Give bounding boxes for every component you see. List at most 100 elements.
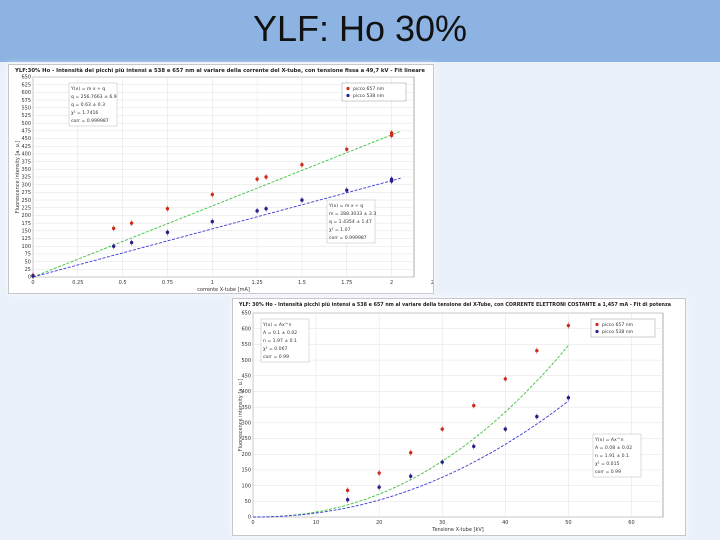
- y-tick-label: 150: [241, 468, 251, 474]
- x-tick-label: 60: [628, 520, 634, 526]
- fit-param-text: corr = 0.999987: [329, 235, 367, 241]
- fit-param-text: χ² = 1.07: [329, 227, 351, 233]
- fit-param-text: corr = 0.999987: [71, 118, 109, 124]
- data-point: [345, 488, 350, 493]
- x-tick-label: 0: [251, 520, 254, 526]
- data-point: [440, 460, 444, 464]
- data-point: [111, 244, 116, 248]
- y-tick-label: 175: [21, 221, 31, 227]
- y-tick-label: 600: [21, 90, 31, 96]
- data-point: [503, 377, 508, 381]
- chart-title: YLF:30% Ho - Intensità dei picchi più in…: [14, 67, 425, 74]
- y-tick-label: 625: [21, 82, 31, 88]
- y-tick-label: 50: [245, 499, 251, 505]
- data-point: [440, 427, 444, 431]
- data-point: [300, 198, 304, 202]
- y-tick-label: 100: [241, 483, 251, 489]
- y-tick-label: 0: [248, 515, 251, 521]
- data-point: [255, 209, 259, 213]
- y-tick-label: 650: [21, 75, 31, 81]
- y-tick-label: 100: [21, 244, 31, 250]
- plot-area: [252, 312, 664, 518]
- y-tick-label: 475: [21, 129, 31, 135]
- data-point: [111, 226, 116, 231]
- x-tick-label: 0.5: [119, 280, 127, 286]
- legend-marker: [346, 93, 350, 98]
- data-point: [408, 474, 413, 478]
- y-axis-label: Fluorescence intensity [a. u.]: [238, 379, 244, 452]
- fit-line-0: [32, 130, 401, 278]
- y-tick-label: 425: [21, 144, 31, 150]
- y-tick-label: 450: [21, 136, 31, 142]
- x-tick-label: 2: [390, 280, 393, 286]
- fit-params-box: [592, 433, 642, 478]
- fit-param-text: Y(x) = m x + q: [328, 203, 363, 209]
- legend-label: picco 657 nm: [602, 322, 634, 328]
- x-tick-label: 0: [31, 280, 34, 286]
- y-tick-label: 600: [241, 326, 251, 332]
- y-tick-label: 500: [21, 121, 31, 127]
- data-point: [165, 206, 170, 211]
- data-point: [255, 177, 259, 181]
- fit-line-0: [253, 345, 569, 518]
- x-tick-label: 1.25: [252, 280, 263, 286]
- fit-param-text: Y(x) = Ax^n: [262, 322, 292, 328]
- data-point: [210, 192, 214, 197]
- legend-label: picco 538 nm: [353, 93, 385, 99]
- slide-title: YLF: Ho 30%: [252, 8, 468, 49]
- y-tick-label: 450: [241, 373, 251, 379]
- fit-param-text: n = 1.91 ± 0.1: [595, 453, 629, 459]
- chart-title: YLF: 30% Ho - Intensità picchi più inten…: [238, 301, 671, 308]
- y-tick-label: 150: [21, 229, 31, 235]
- x-axis-label: Tensione X-tube [kV]: [431, 527, 484, 533]
- y-tick-label: 400: [21, 152, 31, 158]
- y-tick-label: 300: [241, 421, 251, 427]
- x-tick-label: 1.5: [298, 280, 306, 286]
- y-tick-label: 650: [241, 311, 251, 317]
- data-point: [345, 498, 350, 502]
- y-tick-label: 200: [21, 213, 31, 219]
- data-point: [503, 427, 508, 431]
- data-point: [210, 219, 214, 224]
- fit-param-text: A = 0.08 ± 0.02: [595, 445, 632, 451]
- fit-param-text: A = 0.1 ± 0.02: [263, 330, 297, 336]
- y-tick-label: 400: [241, 389, 251, 395]
- y-tick-label: 125: [21, 236, 31, 242]
- y-tick-label: 200: [241, 452, 251, 458]
- data-point: [300, 162, 304, 167]
- y-tick-label: 250: [21, 198, 31, 204]
- legend-box: [590, 318, 656, 338]
- current-chart: YLF:30% Ho - Intensità dei picchi più in…: [14, 67, 433, 293]
- fit-param-text: χ² = 1.7416: [71, 110, 98, 116]
- data-point: [345, 147, 349, 152]
- y-tick-label: 575: [21, 98, 31, 104]
- y-tick-label: 275: [21, 190, 31, 196]
- data-point: [535, 414, 539, 419]
- fit-line-1: [32, 177, 401, 278]
- x-tick-label: 1: [211, 280, 214, 286]
- data-point: [389, 131, 394, 135]
- data-point: [345, 188, 349, 192]
- y-tick-label: 550: [21, 105, 31, 111]
- data-point: [165, 230, 170, 235]
- y-tick-label: 525: [21, 113, 31, 119]
- y-tick-label: 25: [25, 267, 31, 273]
- fit-params-box: [68, 82, 118, 127]
- y-tick-label: 375: [21, 159, 31, 165]
- y-tick-label: 300: [21, 182, 31, 188]
- y-tick-label: 350: [21, 167, 31, 173]
- data-point: [389, 179, 394, 183]
- title-bar: [0, 0, 720, 62]
- x-tick-label: 20: [376, 520, 382, 526]
- data-point: [566, 323, 571, 328]
- data-point: [264, 206, 268, 211]
- fit-params-box: [260, 318, 310, 363]
- data-point: [566, 396, 571, 400]
- legend-marker: [595, 329, 599, 334]
- x-tick-label: 1.75: [341, 280, 352, 286]
- y-tick-label: 75: [25, 252, 31, 258]
- y-axis-label: Fluorescence intensity [a. u.]: [15, 141, 21, 214]
- y-tick-label: 50: [25, 259, 31, 265]
- data-point: [535, 348, 539, 353]
- fit-param-text: q = 256.7663 ± 6.9: [71, 94, 117, 100]
